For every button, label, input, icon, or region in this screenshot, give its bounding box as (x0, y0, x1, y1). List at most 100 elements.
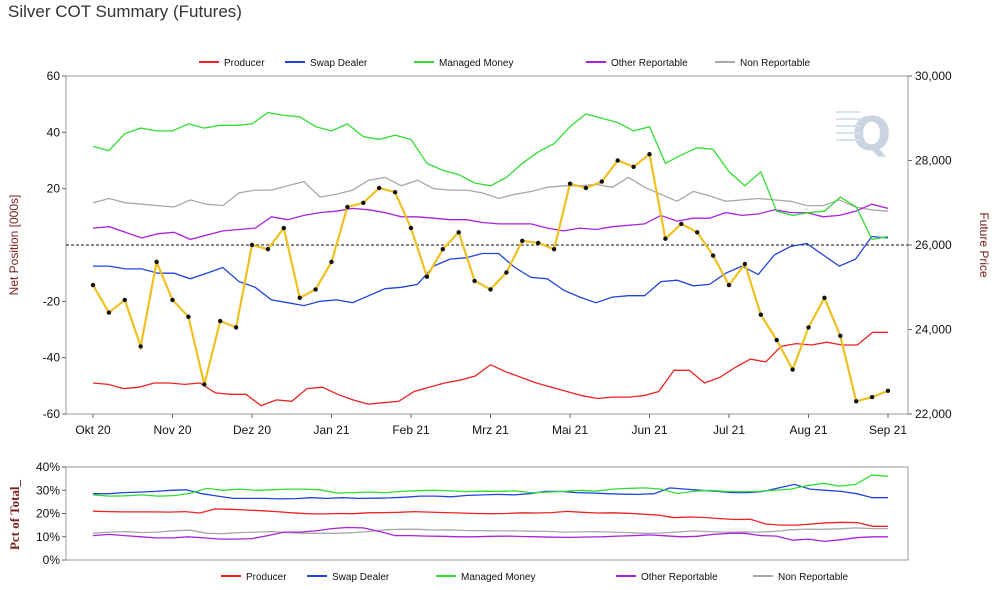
price-point (122, 297, 128, 303)
price-point (790, 367, 795, 372)
top-left-tick-label: 40 (47, 125, 61, 139)
bottom-legend-label-swap-dealer: Swap Dealer (332, 572, 390, 583)
price-point (663, 236, 668, 241)
bottom-axes: 40% 30% 20% 10% 0% Pct of Total_ (7, 460, 66, 567)
price-point (599, 179, 604, 184)
top-legend-label-managed-money: Managed Money (439, 58, 514, 69)
series-line-non-reportable (92, 176, 889, 212)
price-point (806, 325, 811, 330)
bottom-legend-label-managed-money: Managed Money (461, 572, 536, 583)
top-legend: Producer Swap Dealer Managed Money Other Re… (199, 58, 810, 69)
x-tick-label: Jan 21 (313, 423, 349, 437)
series-line-other-reportable (92, 203, 889, 241)
price-point (885, 388, 891, 393)
bottom-tick-label: 40% (36, 460, 60, 474)
price-point (647, 152, 652, 157)
bottom-series-line-producer (92, 508, 888, 527)
bottom-legend-label-other-reportable: Other Reportable (641, 572, 718, 583)
x-tick-label: Aug 21 (789, 423, 827, 437)
price-point (520, 238, 525, 243)
top-right-tick-label: 30,000 (915, 69, 952, 83)
chart-title: Silver COT Summary (Futures) (8, 2, 242, 21)
bottom-tick-label: 0% (43, 553, 61, 567)
series-line-managed-money (92, 111, 889, 241)
price-point (869, 394, 875, 400)
price-point (504, 270, 509, 275)
price-point (679, 221, 684, 227)
series-line-swap-dealer (93, 235, 889, 307)
price-point (854, 399, 859, 404)
bottom-legend-label-non-reportable: Non Reportable (778, 572, 848, 583)
price-point (456, 230, 461, 235)
top-right-tick-label: 28,000 (915, 154, 952, 168)
price-point (329, 259, 334, 265)
price-point (488, 287, 493, 292)
price-point (536, 240, 541, 246)
top-right-tick-label: 26,000 (915, 238, 952, 252)
bottom-series-layer (92, 474, 889, 543)
price-point (424, 274, 430, 279)
top-series-layer (90, 111, 891, 407)
top-legend-label-producer: Producer (224, 58, 265, 69)
top-left-tick-label: -20 (43, 294, 61, 308)
top-left-tick-label: 60 (47, 69, 61, 83)
price-point (265, 247, 271, 252)
top-axes: 60 40 20 -20 -40 -60 30,000 28,000 26,000 24,000 2… (7, 69, 991, 437)
bottom-series-line-other-reportable (92, 526, 888, 543)
bottom-legend-label-producer: Producer (246, 572, 287, 583)
price-point (695, 230, 700, 235)
x-tick-label: Nov 20 (153, 423, 191, 437)
price-point (472, 278, 477, 284)
bottom-tick-label: 10% (36, 530, 60, 544)
price-point (774, 337, 779, 343)
price-point (313, 287, 318, 292)
bottom-series-line-managed-money (92, 474, 889, 497)
price-point (218, 318, 223, 324)
top-legend-label-other-reportable: Other Reportable (611, 58, 688, 69)
series-line-producer (92, 331, 888, 407)
price-point (551, 247, 557, 252)
price-point (583, 185, 589, 191)
bottom-series-line-non-reportable (92, 527, 888, 535)
top-left-tick-label: -40 (43, 351, 61, 365)
x-tick-label: Jun 21 (631, 423, 667, 437)
x-tick-label: Jul 21 (713, 423, 745, 437)
y-axis-title-right: Future Price (977, 212, 991, 278)
x-tick-label: Sep 21 (869, 423, 907, 437)
x-tick-label: Mrz 21 (472, 423, 509, 437)
top-plot-frame (65, 75, 909, 415)
price-point (631, 164, 636, 169)
price-point (249, 242, 255, 248)
top-right-tick-label: 22,000 (915, 407, 952, 421)
top-legend-label-non-reportable: Non Reportable (740, 58, 810, 69)
x-tick-label: Feb 21 (392, 423, 430, 437)
price-point (170, 297, 175, 303)
x-tick-label: Mai 21 (552, 423, 588, 437)
price-point (186, 314, 191, 319)
bottom-y-axis-title: Pct of Total_ (7, 479, 22, 550)
price-point (408, 225, 414, 231)
price-point (440, 247, 445, 252)
price-point (138, 344, 143, 349)
price-point (838, 333, 843, 338)
price-point (822, 295, 827, 300)
price-point (297, 295, 302, 300)
price-point (392, 190, 398, 195)
price-point (377, 185, 382, 191)
price-point (710, 253, 716, 258)
top-legend-label-swap-dealer: Swap Dealer (310, 58, 368, 69)
price-point (154, 259, 159, 265)
top-left-tick-label: 20 (47, 182, 61, 196)
price-point (726, 282, 732, 288)
price-point (202, 382, 207, 387)
x-tick-label: Okt 20 (75, 423, 111, 437)
logo-watermark: Q (836, 107, 891, 161)
price-point (615, 158, 620, 163)
top-right-tick-label: 24,000 (915, 323, 952, 337)
bottom-legend: Producer Swap Dealer Managed Money Other Re… (221, 572, 848, 583)
price-point (106, 310, 112, 315)
y-axis-title-left: Net Position [000s] (7, 195, 21, 296)
price-point (567, 181, 573, 186)
bottom-tick-label: 30% (36, 483, 60, 497)
price-point (281, 225, 286, 231)
